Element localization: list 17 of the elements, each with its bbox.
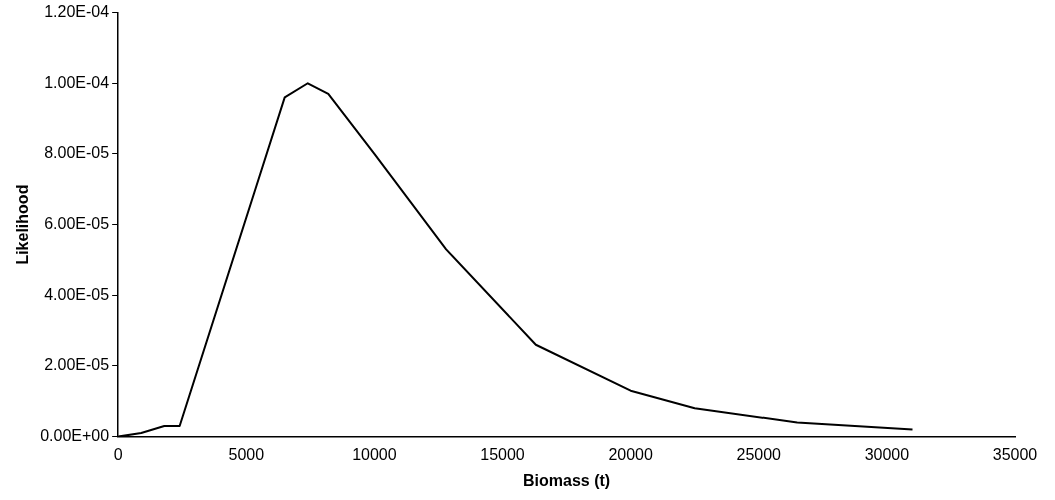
x-tick-label: 25000 [736,445,782,463]
x-tick-label: 20000 [608,445,653,463]
y-tick-label: 4.00E-05 [44,285,110,303]
x-tick-label: 5000 [228,445,265,463]
y-axis-title: Likelihood [14,184,32,265]
x-tick-label: 15000 [480,445,525,463]
y-tick-label: 1.20E-04 [44,3,110,21]
y-tick-label: 6.00E-05 [44,215,110,233]
x-tick-label: 0 [113,445,123,463]
x-axis-title: Biomass (t) [523,471,611,489]
y-tick-label: 8.00E-05 [44,144,110,162]
y-tick-label: 1.00E-04 [44,73,110,91]
y-tick-label: 0.00E+00 [40,427,110,445]
x-tick-label: 10000 [352,445,397,463]
x-tick-label: 30000 [864,445,910,463]
x-tick-label: 35000 [992,445,1038,463]
y-tick-label: 2.00E-05 [44,356,110,374]
